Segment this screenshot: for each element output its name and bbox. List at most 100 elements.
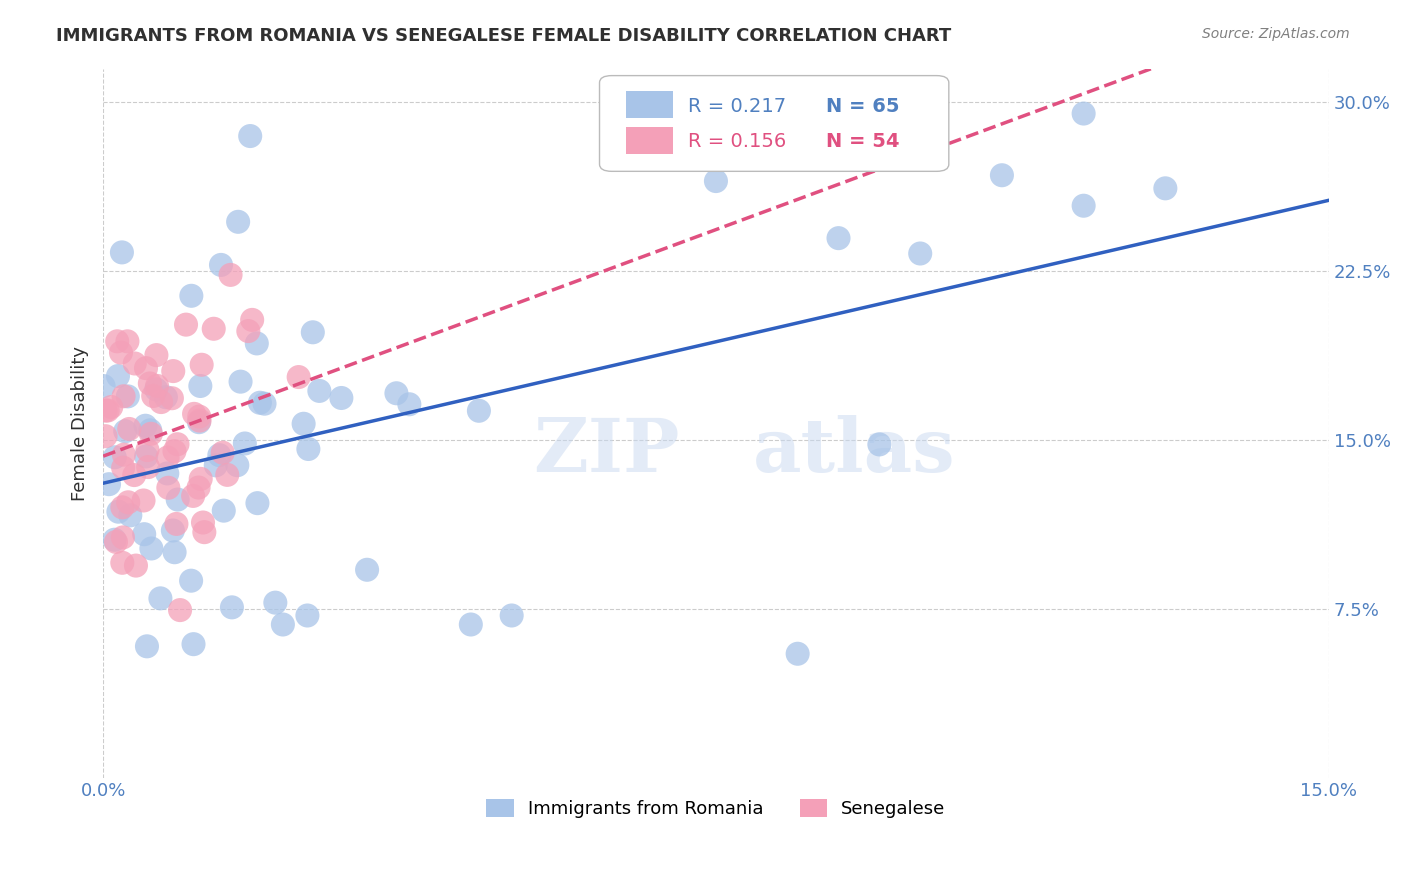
Point [287,370,309,384]
Point [120,508,142,523]
Point [146,379,169,393]
Point [229,375,252,389]
Text: ZIP: ZIP [533,415,679,488]
Point [190,358,212,372]
Point [209,258,232,272]
Point [139,423,162,437]
Point [183,637,205,651]
Point [188,379,211,393]
Point [142,389,165,403]
Point [868,437,890,451]
Point [174,318,197,332]
Point [112,389,135,403]
Point [211,446,233,460]
Point [111,500,134,515]
Point [111,530,134,544]
Point [104,450,127,465]
Point [117,389,139,403]
Point [97,403,120,417]
Point [107,505,129,519]
Text: IMMIGRANTS FROM ROMANIA VS SENEGALESE FEMALE DISABILITY CORRELATION CHART: IMMIGRANTS FROM ROMANIA VS SENEGALESE FE… [56,27,952,45]
Point [94,403,117,417]
Point [180,574,202,588]
Point [105,334,128,349]
Point [193,525,215,540]
Point [221,600,243,615]
Point [117,334,139,349]
Point [297,442,319,456]
Point [118,422,141,436]
Point [264,596,287,610]
Point [217,467,239,482]
Point [246,336,269,351]
Point [786,647,808,661]
Point [271,617,294,632]
Point [160,391,183,405]
Point [134,527,156,541]
Point [156,450,179,465]
Point [114,424,136,438]
Point [226,458,249,473]
Point [141,541,163,556]
Point [139,376,162,391]
Point [991,168,1014,182]
Point [226,215,249,229]
Point [157,481,180,495]
Point [208,448,231,462]
Point [136,640,159,654]
Point [188,414,211,428]
Point [827,231,849,245]
Point [187,481,209,495]
Point [202,322,225,336]
Point [398,397,420,411]
Point [301,326,323,340]
Point [468,404,491,418]
Point [156,467,179,481]
Point [183,407,205,421]
Text: Source: ZipAtlas.com: Source: ZipAtlas.com [1202,27,1350,41]
Point [103,533,125,547]
Point [110,345,132,359]
Point [308,384,330,398]
Point [163,545,186,559]
Point [111,556,134,570]
Point [165,516,187,531]
Legend: Immigrants from Romania, Senegalese: Immigrants from Romania, Senegalese [479,791,953,825]
Point [105,535,128,549]
Point [191,516,214,530]
Point [93,379,115,393]
Point [107,369,129,384]
Point [204,458,226,473]
Point [163,444,186,458]
Text: N = 65: N = 65 [827,96,900,116]
Point [166,437,188,451]
Point [150,395,173,409]
Text: R = 0.156: R = 0.156 [688,132,786,151]
Point [112,448,135,462]
Point [136,443,159,458]
Point [908,246,931,260]
Point [124,356,146,370]
Point [190,472,212,486]
Point [246,496,269,510]
Point [117,495,139,509]
Point [94,429,117,443]
Point [136,460,159,475]
Point [238,324,260,338]
Point [111,245,134,260]
Point [132,493,155,508]
Point [98,477,121,491]
Point [385,386,408,401]
Point [292,417,315,431]
FancyBboxPatch shape [627,127,673,153]
Point [149,591,172,606]
Text: R = 0.217: R = 0.217 [688,96,786,116]
Point [1073,106,1095,120]
Point [297,608,319,623]
Point [330,391,353,405]
Point [166,492,188,507]
Point [239,129,262,144]
Point [139,426,162,441]
Text: atlas: atlas [752,415,955,488]
Point [135,361,157,376]
